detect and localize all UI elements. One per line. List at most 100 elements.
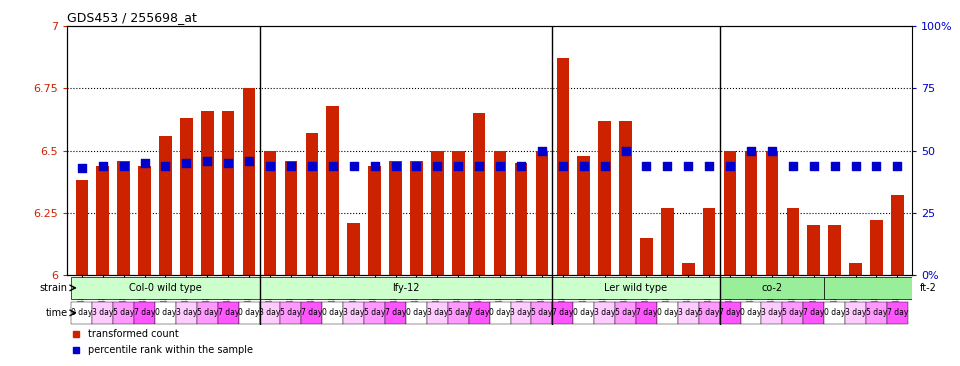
Text: 5 day: 5 day	[699, 309, 720, 317]
Bar	[385, 302, 406, 324]
Bar	[703, 208, 715, 275]
Bar	[640, 238, 653, 275]
Text: 3 day: 3 day	[594, 309, 615, 317]
Bar	[657, 302, 678, 324]
Bar	[406, 302, 427, 324]
Bar	[76, 180, 88, 275]
Text: lfy-12: lfy-12	[393, 283, 420, 293]
Bar	[285, 161, 298, 275]
Text: 0 day: 0 day	[71, 309, 92, 317]
Text: 7 day: 7 day	[887, 309, 908, 317]
Bar	[845, 302, 866, 324]
Point	[95, 163, 110, 168]
Bar	[243, 88, 255, 275]
Point	[116, 163, 132, 168]
Text: 3 day: 3 day	[259, 309, 280, 317]
Point	[450, 163, 466, 168]
Text: 0 day: 0 day	[657, 309, 678, 317]
Bar	[452, 150, 465, 275]
Text: 7 day: 7 day	[636, 309, 657, 317]
Bar	[745, 150, 757, 275]
Bar	[598, 120, 611, 275]
Point	[74, 165, 89, 171]
Point	[681, 163, 696, 168]
Point	[200, 158, 215, 164]
Bar	[389, 161, 402, 275]
Bar	[594, 302, 615, 324]
Bar	[490, 302, 511, 324]
Text: 3 day: 3 day	[92, 309, 113, 317]
Text: co-2: co-2	[761, 283, 782, 293]
Bar	[493, 150, 506, 275]
Text: 0 day: 0 day	[323, 309, 344, 317]
Bar	[344, 302, 364, 324]
Bar	[699, 302, 720, 324]
Bar	[720, 302, 740, 324]
Bar	[552, 277, 720, 299]
Bar	[364, 302, 385, 324]
Point	[702, 163, 717, 168]
Bar	[239, 302, 259, 324]
Bar	[326, 105, 339, 275]
Text: 0 day: 0 day	[406, 309, 427, 317]
Point	[638, 163, 654, 168]
Bar	[473, 113, 486, 275]
Bar	[766, 150, 779, 275]
Bar	[804, 302, 825, 324]
Bar	[870, 220, 883, 275]
Text: 5 day: 5 day	[364, 309, 385, 317]
Bar	[577, 156, 590, 275]
Point	[534, 147, 549, 153]
Point	[597, 163, 612, 168]
Text: strain: strain	[39, 283, 67, 293]
Text: 7 day: 7 day	[301, 309, 323, 317]
Bar	[573, 302, 594, 324]
Bar	[887, 302, 908, 324]
Text: 0 day: 0 day	[238, 309, 260, 317]
Text: 7 day: 7 day	[719, 309, 741, 317]
Text: ft-2: ft-2	[921, 283, 937, 293]
Point	[262, 163, 277, 168]
Point	[722, 163, 737, 168]
Text: 3 day: 3 day	[343, 309, 365, 317]
Text: Ler wild type: Ler wild type	[605, 283, 667, 293]
Point	[367, 163, 382, 168]
Point	[179, 160, 194, 166]
Point	[137, 160, 153, 166]
Bar	[427, 302, 447, 324]
Text: 7 day: 7 day	[385, 309, 406, 317]
Text: 5 day: 5 day	[614, 309, 636, 317]
Bar	[117, 161, 130, 275]
Text: 3 day: 3 day	[511, 309, 532, 317]
Bar	[782, 302, 804, 324]
Point	[325, 163, 341, 168]
Bar	[682, 263, 694, 275]
Bar	[447, 302, 468, 324]
Bar	[92, 302, 113, 324]
Bar	[468, 302, 490, 324]
Bar	[138, 165, 151, 275]
Text: 7 day: 7 day	[803, 309, 825, 317]
Text: 5 day: 5 day	[531, 309, 553, 317]
Text: 5 day: 5 day	[197, 309, 218, 317]
Point	[157, 163, 173, 168]
Text: 0 day: 0 day	[155, 309, 177, 317]
Text: 0 day: 0 day	[824, 309, 846, 317]
Bar	[218, 302, 239, 324]
Bar	[511, 302, 532, 324]
Point	[806, 163, 822, 168]
Text: 0 day: 0 day	[573, 309, 594, 317]
Point	[743, 147, 758, 153]
Bar	[176, 302, 197, 324]
Text: transformed count: transformed count	[88, 329, 180, 339]
Point	[555, 163, 570, 168]
Point	[764, 147, 780, 153]
Bar	[71, 302, 92, 324]
Point	[283, 163, 299, 168]
Bar	[557, 58, 569, 275]
Point	[660, 163, 675, 168]
Text: 5 day: 5 day	[782, 309, 804, 317]
Bar	[720, 277, 825, 299]
Bar	[431, 150, 444, 275]
Text: 3 day: 3 day	[845, 309, 866, 317]
